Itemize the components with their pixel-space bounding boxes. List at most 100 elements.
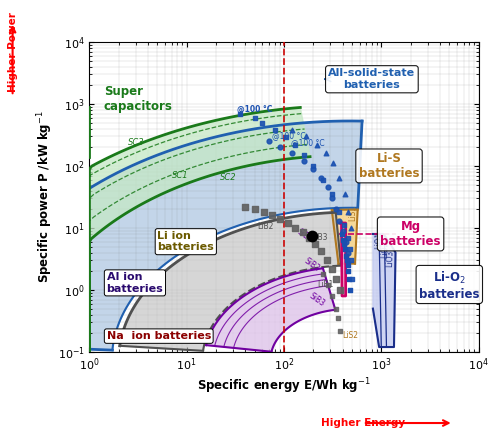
- Polygon shape: [373, 234, 396, 347]
- Point: [288, 126, 296, 133]
- Point: [305, 234, 313, 241]
- Point: [319, 271, 327, 277]
- Point: [344, 208, 352, 215]
- Point: [300, 157, 308, 164]
- Text: Li-O$_2$
batteries: Li-O$_2$ batteries: [419, 270, 480, 301]
- Point: [336, 327, 344, 334]
- Text: LiS1: LiS1: [348, 205, 357, 221]
- Polygon shape: [0, 121, 362, 350]
- Point: [342, 238, 350, 245]
- Point: [339, 227, 347, 234]
- Text: SC1: SC1: [172, 170, 188, 180]
- Point: [347, 257, 355, 264]
- Point: [346, 246, 354, 253]
- Point: [328, 195, 336, 202]
- Point: [334, 315, 342, 322]
- Point: [317, 174, 325, 181]
- Point: [291, 225, 299, 232]
- Point: [324, 184, 332, 191]
- Text: @100 °C: @100 °C: [291, 139, 325, 147]
- Point: [335, 217, 343, 224]
- Text: SiB1: SiB1: [295, 228, 314, 245]
- Point: [328, 191, 336, 198]
- Point: [311, 240, 320, 247]
- Point: [298, 229, 306, 236]
- Point: [288, 150, 296, 157]
- Polygon shape: [120, 212, 341, 351]
- Point: [340, 222, 348, 229]
- Point: [335, 174, 343, 181]
- Point: [319, 176, 327, 183]
- Point: [277, 215, 285, 222]
- Point: [332, 206, 340, 213]
- Point: [341, 191, 349, 198]
- Polygon shape: [89, 108, 310, 357]
- Point: [345, 275, 353, 282]
- Point: [302, 133, 310, 140]
- Point: [260, 208, 268, 215]
- Point: [332, 305, 340, 312]
- Point: [307, 232, 316, 239]
- Text: Mg
batteries: Mg batteries: [381, 220, 441, 248]
- Point: [344, 268, 352, 275]
- Text: Al ion
batteries: Al ion batteries: [106, 272, 163, 294]
- Point: [347, 225, 355, 232]
- Point: [340, 240, 348, 247]
- Text: LiB3: LiB3: [311, 232, 328, 242]
- Text: @100 °C: @100 °C: [237, 105, 273, 114]
- Point: [344, 234, 352, 241]
- Text: Li ion
batteries: Li ion batteries: [157, 231, 214, 253]
- Polygon shape: [340, 223, 346, 296]
- Text: LiB1: LiB1: [318, 281, 334, 289]
- Point: [332, 275, 340, 282]
- Point: [342, 253, 350, 260]
- Text: Super
capacitors: Super capacitors: [104, 85, 172, 113]
- Point: [276, 144, 284, 151]
- Text: LiO2: LiO2: [380, 241, 390, 258]
- Point: [291, 141, 299, 148]
- Text: LiO1: LiO1: [374, 231, 384, 249]
- Polygon shape: [206, 268, 335, 352]
- Point: [339, 236, 347, 243]
- Text: @100 °C: @100 °C: [272, 131, 305, 140]
- Point: [324, 281, 332, 288]
- Point: [338, 230, 346, 237]
- Point: [341, 246, 349, 253]
- Point: [259, 119, 267, 126]
- Point: [250, 206, 259, 213]
- Point: [336, 286, 344, 293]
- Point: [241, 203, 249, 210]
- Point: [328, 265, 336, 272]
- Point: [322, 150, 330, 157]
- Point: [309, 165, 318, 172]
- Point: [344, 262, 352, 269]
- Point: [284, 219, 292, 226]
- Point: [323, 257, 331, 264]
- Text: LiB2: LiB2: [257, 222, 274, 231]
- Point: [300, 152, 308, 159]
- Point: [317, 248, 325, 255]
- Point: [348, 275, 356, 282]
- Text: SC3: SC3: [128, 138, 145, 147]
- Text: SiB3: SiB3: [307, 291, 327, 308]
- Text: Higher Power: Higher Power: [8, 13, 18, 92]
- Point: [344, 249, 352, 256]
- Point: [282, 134, 290, 141]
- Point: [265, 138, 273, 145]
- Point: [235, 110, 243, 117]
- Point: [250, 114, 259, 121]
- Polygon shape: [332, 210, 358, 264]
- Text: Li-S
batteries: Li-S batteries: [359, 152, 419, 180]
- Text: SC2: SC2: [220, 173, 237, 182]
- Y-axis label: Specific power P /kW kg$^{-1}$: Specific power P /kW kg$^{-1}$: [35, 111, 55, 283]
- Point: [328, 292, 336, 299]
- Text: SiB2: SiB2: [302, 256, 322, 273]
- Point: [343, 257, 351, 264]
- Text: LiS2: LiS2: [343, 331, 358, 340]
- Point: [271, 126, 279, 133]
- Text: All-solid-state
batteries: All-solid-state batteries: [325, 69, 415, 90]
- Point: [309, 163, 318, 170]
- Point: [313, 141, 322, 148]
- Text: Na  ion batteries: Na ion batteries: [106, 331, 211, 341]
- X-axis label: Specific energy E/Wh kg$^{-1}$: Specific energy E/Wh kg$^{-1}$: [197, 376, 371, 396]
